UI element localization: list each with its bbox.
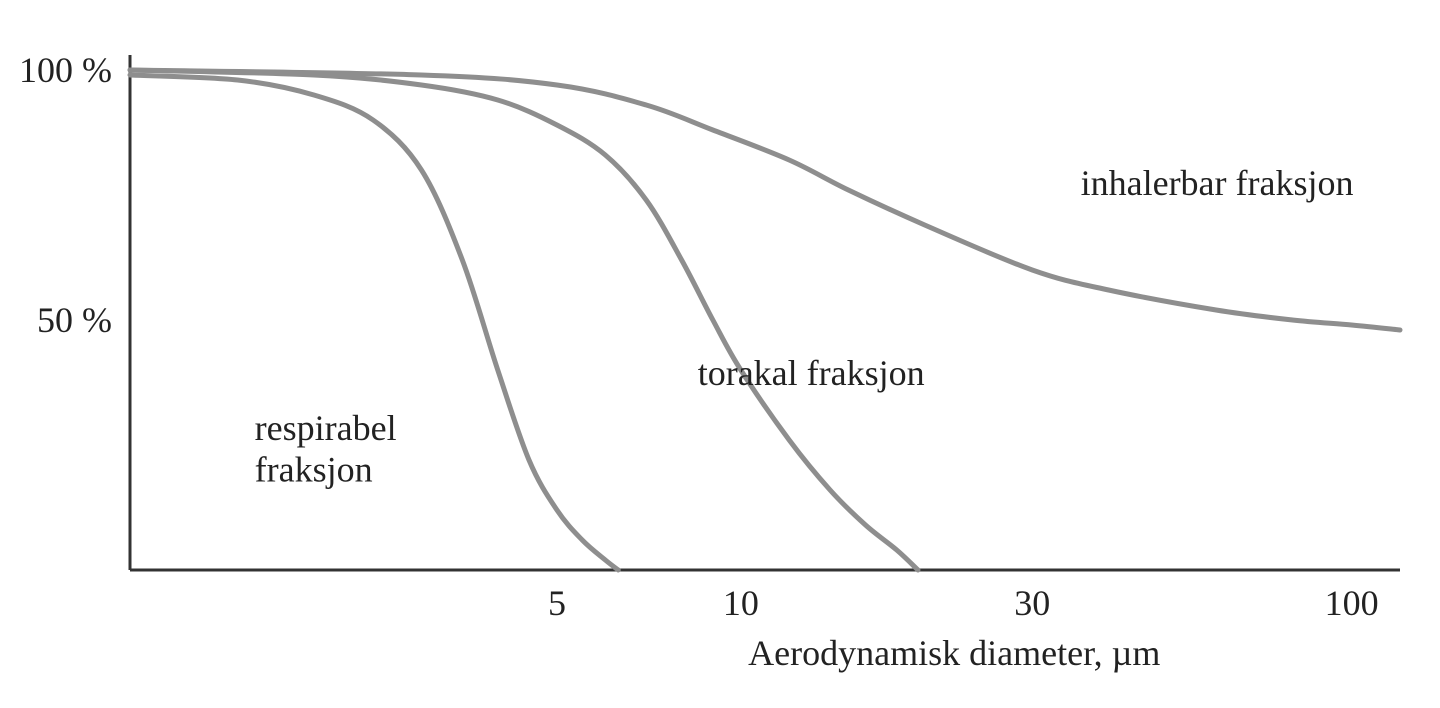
x-tick-label: 5 bbox=[548, 583, 566, 623]
x-tick-label: 30 bbox=[1014, 583, 1050, 623]
x-tick-label: 100 bbox=[1325, 583, 1379, 623]
x-tick-label: 10 bbox=[723, 583, 759, 623]
series-label: inhalerbar fraksjon bbox=[1081, 163, 1354, 203]
series-label: respirabel bbox=[255, 408, 397, 448]
y-tick-label: 50 % bbox=[37, 300, 112, 340]
x-axis-title: Aerodynamisk diameter, µm bbox=[748, 633, 1160, 673]
series-label: torakal fraksjon bbox=[698, 353, 925, 393]
y-tick-label: 100 % bbox=[19, 50, 112, 90]
aerosol-fraction-chart: 100 % 50 % 5 10 30 100 Aerodynamisk diameter, … bbox=[0, 0, 1440, 708]
series-label: fraksjon bbox=[255, 449, 373, 489]
chart-svg: 100 % 50 % 5 10 30 100 Aerodynamisk diameter, … bbox=[0, 0, 1440, 708]
